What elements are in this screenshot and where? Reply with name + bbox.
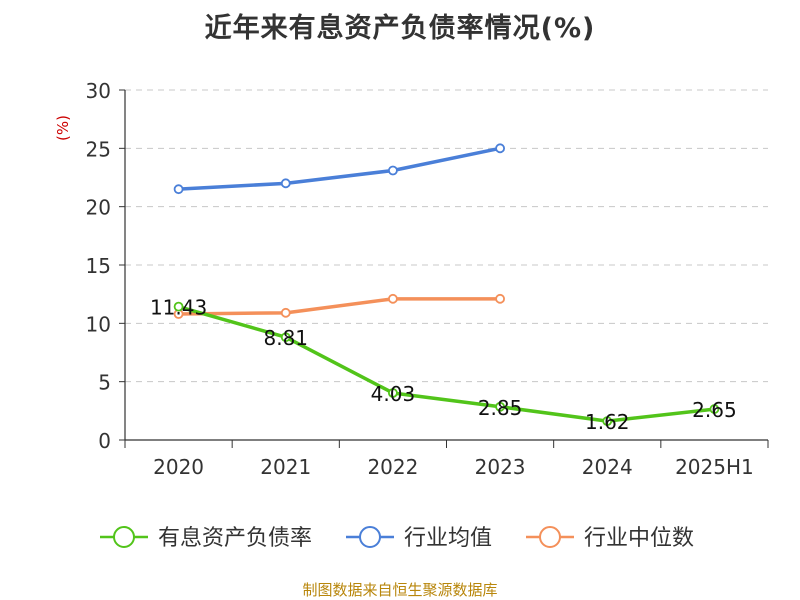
data-source: 制图数据来自恒生聚源数据库 (302, 581, 498, 599)
data-label: 2.65 (692, 398, 737, 422)
y-axis-unit-label: (%) (54, 115, 72, 141)
data-label: 8.81 (263, 326, 308, 350)
legend-marker (539, 526, 561, 548)
data-label: 1.62 (585, 410, 630, 434)
y-tick-label: 0 (98, 429, 111, 453)
y-tick-label: 25 (86, 137, 111, 161)
x-tick-label: 2021 (260, 455, 311, 479)
y-tick-label: 5 (98, 371, 111, 395)
series-line (176, 146, 502, 191)
data-point (280, 178, 291, 189)
series-line (176, 297, 502, 316)
data-point (280, 307, 291, 318)
series-line (176, 304, 717, 423)
x-tick-label: 2023 (475, 455, 526, 479)
chart-title: 近年来有息资产负债率情况(%) (204, 13, 596, 44)
x-tick-label: 2024 (582, 455, 633, 479)
x-tick-label: 2022 (367, 455, 418, 479)
y-tick-label: 15 (86, 254, 111, 278)
x-tick-label: 2025H1 (675, 455, 754, 479)
data-point (173, 184, 184, 195)
legend-label: 行业均值 (404, 526, 492, 551)
data-point (388, 293, 398, 304)
data-point (173, 301, 184, 312)
data-label: 4.03 (371, 382, 416, 406)
legend-label: 行业中位数 (584, 526, 694, 551)
y-tick-label: 10 (86, 312, 111, 336)
data-label: 11.43 (150, 296, 207, 320)
data-point (495, 401, 505, 412)
data-point (709, 404, 720, 414)
data-point (495, 143, 505, 154)
data-point (388, 165, 398, 176)
data-point (602, 416, 613, 427)
legend-marker (359, 526, 381, 548)
y-tick-label: 20 (86, 196, 111, 220)
y-tick-label: 30 (86, 79, 111, 103)
legend-marker (113, 526, 135, 548)
data-point (495, 293, 505, 304)
legend-label: 有息资产负债率 (158, 526, 312, 551)
data-point (280, 332, 291, 343)
data-point (388, 388, 398, 398)
x-tick-label: 2020 (153, 455, 204, 479)
data-label: 2.85 (478, 396, 523, 420)
